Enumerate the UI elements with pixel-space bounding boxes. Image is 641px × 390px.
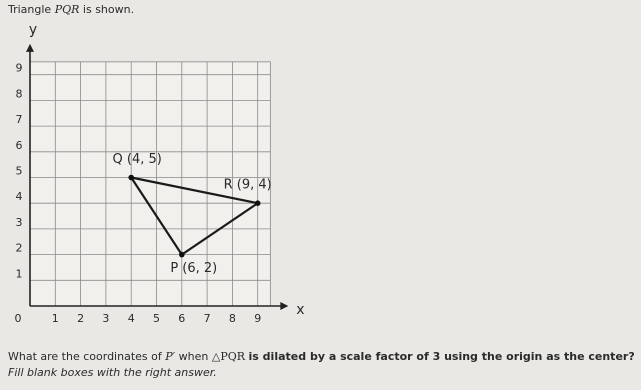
x-axis-label: x — [296, 302, 304, 318]
text: What are the coordinates of — [8, 350, 162, 363]
x-tick-label: 0 — [15, 312, 22, 325]
x-tick-label: 5 — [153, 312, 160, 325]
x-arrow — [280, 302, 289, 310]
grid-background — [29, 61, 271, 307]
question: What are the coordinates of P′ when △PQR… — [8, 350, 635, 363]
math: PQR — [54, 3, 80, 16]
text: is dilated by a scale factor of 3 using … — [248, 350, 635, 363]
x-tick-label: 6 — [178, 312, 185, 325]
y-axis-label: y — [29, 22, 37, 38]
x-tick-label: 2 — [77, 312, 84, 325]
instruction: Fill blank boxes with the right answer. — [8, 366, 217, 379]
y-tick-label: 3 — [16, 216, 23, 229]
text: when — [178, 350, 209, 363]
y-tick-label: 2 — [16, 242, 23, 255]
y-arrow — [26, 43, 34, 52]
x-tick-label: 8 — [229, 312, 236, 325]
point — [254, 200, 261, 206]
y-tick-label: 9 — [16, 62, 23, 75]
point-label: Q (4, 5) — [113, 152, 162, 167]
coordinate-plane: 0 1 2 3 4 5 6 7 8 9 1 2 3 4 5 6 7 8 9 x y Q (4, 5) R (9, 4) P (… — [15, 22, 305, 325]
x-tick-label: 4 — [128, 312, 135, 325]
point-label: P (6, 2) — [170, 261, 217, 276]
text: Triangle — [8, 3, 52, 16]
point — [128, 174, 134, 181]
x-tick-label: 3 — [102, 312, 109, 325]
x-tick-label: 7 — [204, 312, 211, 325]
y-tick-label: 5 — [16, 165, 23, 178]
y-tick-label: 6 — [16, 139, 23, 152]
y-tick-label: 1 — [16, 267, 23, 280]
intro: Triangle PQR is shown. — [8, 3, 134, 16]
math: △PQR — [211, 350, 246, 363]
x-tick-label: 9 — [254, 312, 261, 325]
text: is shown. — [82, 3, 135, 16]
point — [179, 251, 185, 258]
triangle — [130, 176, 259, 256]
x-tick-label: 1 — [52, 312, 59, 325]
y-tick-label: 7 — [16, 113, 23, 126]
y-tick-label: 4 — [16, 190, 23, 203]
y-tick-label: 8 — [16, 87, 23, 100]
math: P′ — [165, 350, 176, 363]
point-label: R (9, 4) — [224, 178, 272, 193]
